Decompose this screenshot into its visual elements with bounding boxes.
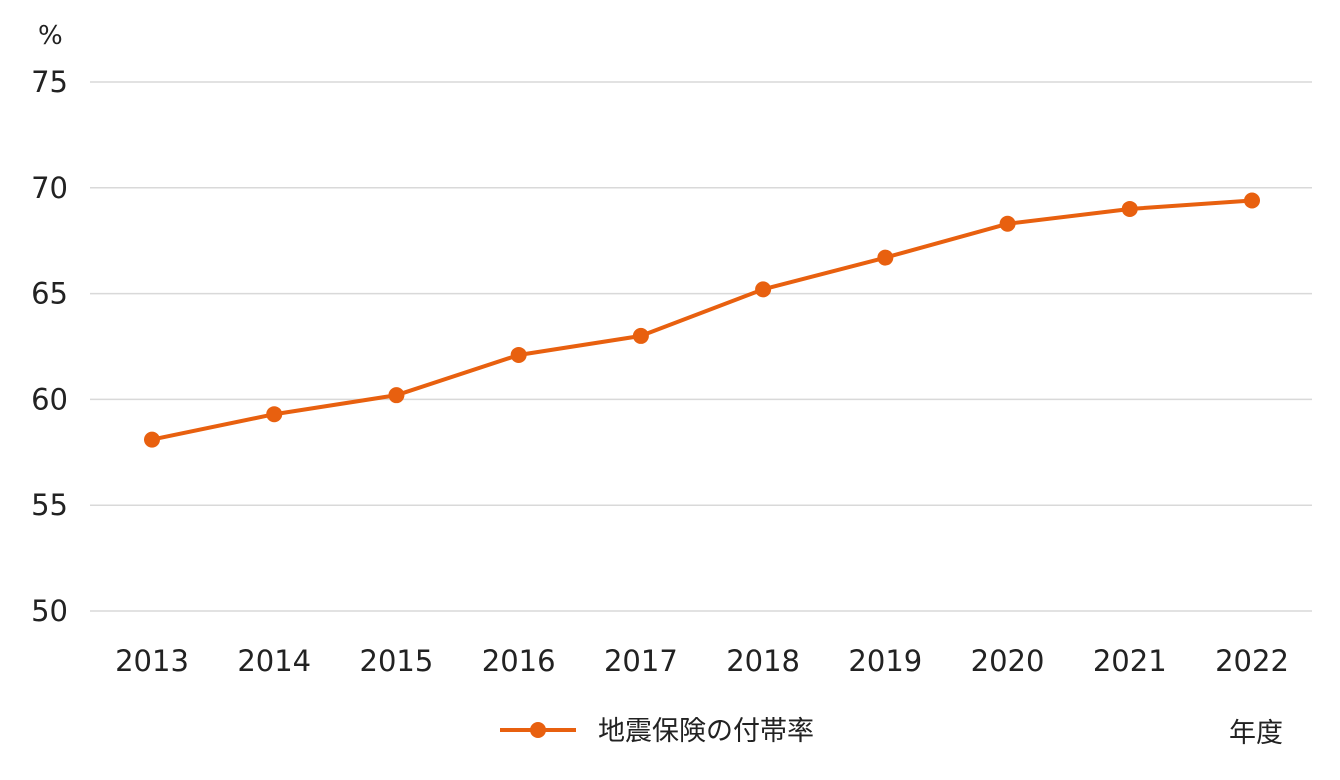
y-tick-label: 75: [31, 65, 68, 99]
y-tick-label: 65: [31, 277, 68, 311]
x-tick-label: 2020: [971, 644, 1045, 678]
y-tick-label: 60: [31, 382, 68, 416]
x-tick-label: 2016: [482, 644, 556, 678]
legend-label: 地震保険の付帯率: [598, 716, 814, 747]
x-tick-label: 2021: [1093, 644, 1167, 678]
x-tick-label: 2019: [848, 644, 922, 678]
gridlines: [90, 81, 1312, 612]
data-point-2016: [510, 346, 527, 363]
data-point-2014: [266, 406, 283, 423]
y-tick-labels: 50 55 60 65 70 75: [31, 65, 68, 628]
series-line: [151, 198, 1253, 442]
series-layer: [144, 192, 1260, 448]
data-point-2013: [144, 431, 160, 448]
x-tick-labels: 2013 2014 2015 2016 2017 2018 2019 2020 2021 2022: [115, 644, 1289, 678]
legend: 地震保険の付帯率: [500, 716, 814, 747]
data-point-2015: [388, 387, 405, 404]
y-axis-unit: %: [38, 21, 63, 51]
x-tick-label: 2014: [237, 644, 311, 678]
legend-swatch-marker: [530, 722, 546, 738]
x-axis-unit: 年度: [1229, 718, 1283, 749]
data-point-2022: [1244, 192, 1260, 209]
x-tick-label: 2015: [360, 644, 434, 678]
y-tick-label: 50: [31, 594, 68, 628]
x-tick-label: 2013: [115, 644, 189, 678]
data-point-2017: [632, 327, 649, 344]
data-point-2019: [877, 249, 894, 266]
x-tick-label: 2018: [726, 644, 800, 678]
x-tick-label: 2017: [604, 644, 678, 678]
x-tick-label: 2022: [1215, 644, 1289, 678]
data-point-2021: [1121, 200, 1138, 217]
y-tick-label: 70: [31, 171, 68, 205]
data-point-2020: [999, 215, 1016, 232]
y-tick-label: 55: [31, 488, 68, 522]
data-point-2018: [755, 281, 772, 298]
